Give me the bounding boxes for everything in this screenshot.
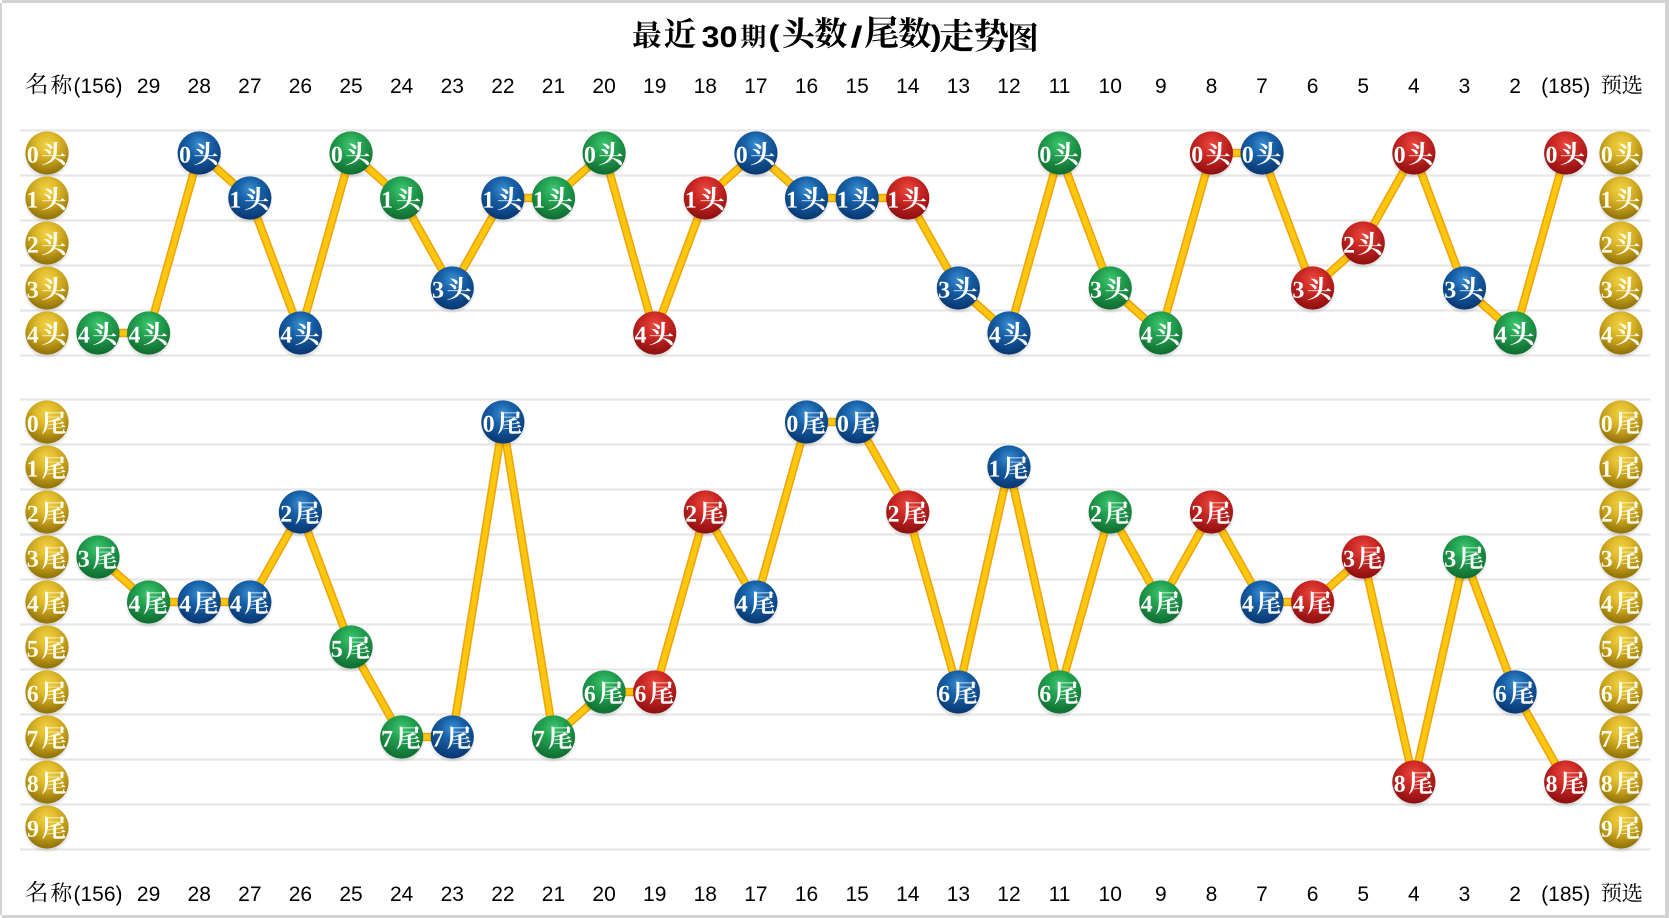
svg-text:2: 2 — [1509, 75, 1521, 98]
svg-text:14: 14 — [896, 883, 920, 906]
svg-text:/: / — [851, 21, 864, 54]
svg-text:15: 15 — [845, 75, 868, 98]
svg-text:13: 13 — [947, 883, 970, 906]
svg-text:9: 9 — [1155, 883, 1167, 906]
svg-text:6: 6 — [1307, 75, 1319, 98]
svg-text:15: 15 — [845, 883, 868, 906]
svg-text:22: 22 — [491, 75, 514, 98]
svg-text:5: 5 — [1357, 75, 1369, 98]
svg-text:6: 6 — [1307, 883, 1319, 906]
svg-text:29: 29 — [137, 75, 160, 98]
svg-text:23: 23 — [441, 75, 464, 98]
svg-text:12: 12 — [997, 883, 1020, 906]
svg-text:2: 2 — [1509, 883, 1521, 906]
svg-text:22: 22 — [491, 883, 514, 906]
svg-text:9: 9 — [1155, 75, 1167, 98]
svg-text:26: 26 — [289, 883, 312, 906]
svg-text:24: 24 — [390, 883, 414, 906]
svg-text:27: 27 — [238, 75, 261, 98]
svg-text:11: 11 — [1049, 883, 1071, 906]
svg-text:30: 30 — [702, 21, 738, 54]
svg-text:7: 7 — [1256, 75, 1268, 98]
svg-text:8: 8 — [1206, 75, 1218, 98]
svg-text:18: 18 — [694, 883, 717, 906]
svg-text:(156): (156) — [73, 75, 122, 98]
svg-text:7: 7 — [1256, 883, 1268, 906]
svg-text:10: 10 — [1099, 883, 1122, 906]
svg-text:3: 3 — [1459, 883, 1471, 906]
svg-text:29: 29 — [137, 883, 160, 906]
svg-text:26: 26 — [289, 75, 312, 98]
svg-text:25: 25 — [339, 75, 362, 98]
svg-text:28: 28 — [188, 883, 211, 906]
svg-text:10: 10 — [1099, 75, 1122, 98]
svg-text:13: 13 — [947, 75, 970, 98]
svg-text:19: 19 — [643, 883, 666, 906]
svg-text:20: 20 — [592, 883, 615, 906]
svg-text:16: 16 — [795, 883, 818, 906]
svg-text:): ) — [931, 20, 942, 53]
svg-text:(185): (185) — [1541, 883, 1590, 906]
svg-text:24: 24 — [390, 75, 414, 98]
svg-text:23: 23 — [441, 883, 464, 906]
svg-text:12: 12 — [997, 75, 1020, 98]
svg-text:(156): (156) — [73, 883, 122, 906]
svg-text:27: 27 — [238, 883, 261, 906]
svg-text:19: 19 — [643, 75, 666, 98]
svg-text:3: 3 — [1459, 75, 1471, 98]
svg-text:14: 14 — [896, 75, 920, 98]
svg-text:28: 28 — [188, 75, 211, 98]
svg-text:8: 8 — [1206, 883, 1218, 906]
svg-text:(: ( — [769, 20, 780, 53]
svg-text:18: 18 — [694, 75, 717, 98]
svg-text:4: 4 — [1408, 75, 1420, 98]
svg-text:4: 4 — [1408, 883, 1420, 906]
svg-text:5: 5 — [1357, 883, 1369, 906]
svg-text:17: 17 — [744, 75, 767, 98]
svg-text:16: 16 — [795, 75, 818, 98]
svg-text:11: 11 — [1049, 75, 1071, 98]
svg-text:(185): (185) — [1541, 75, 1590, 98]
svg-text:17: 17 — [744, 883, 767, 906]
svg-text:21: 21 — [542, 883, 565, 906]
svg-text:20: 20 — [592, 75, 615, 98]
svg-text:25: 25 — [339, 883, 362, 906]
svg-text:21: 21 — [542, 75, 565, 98]
